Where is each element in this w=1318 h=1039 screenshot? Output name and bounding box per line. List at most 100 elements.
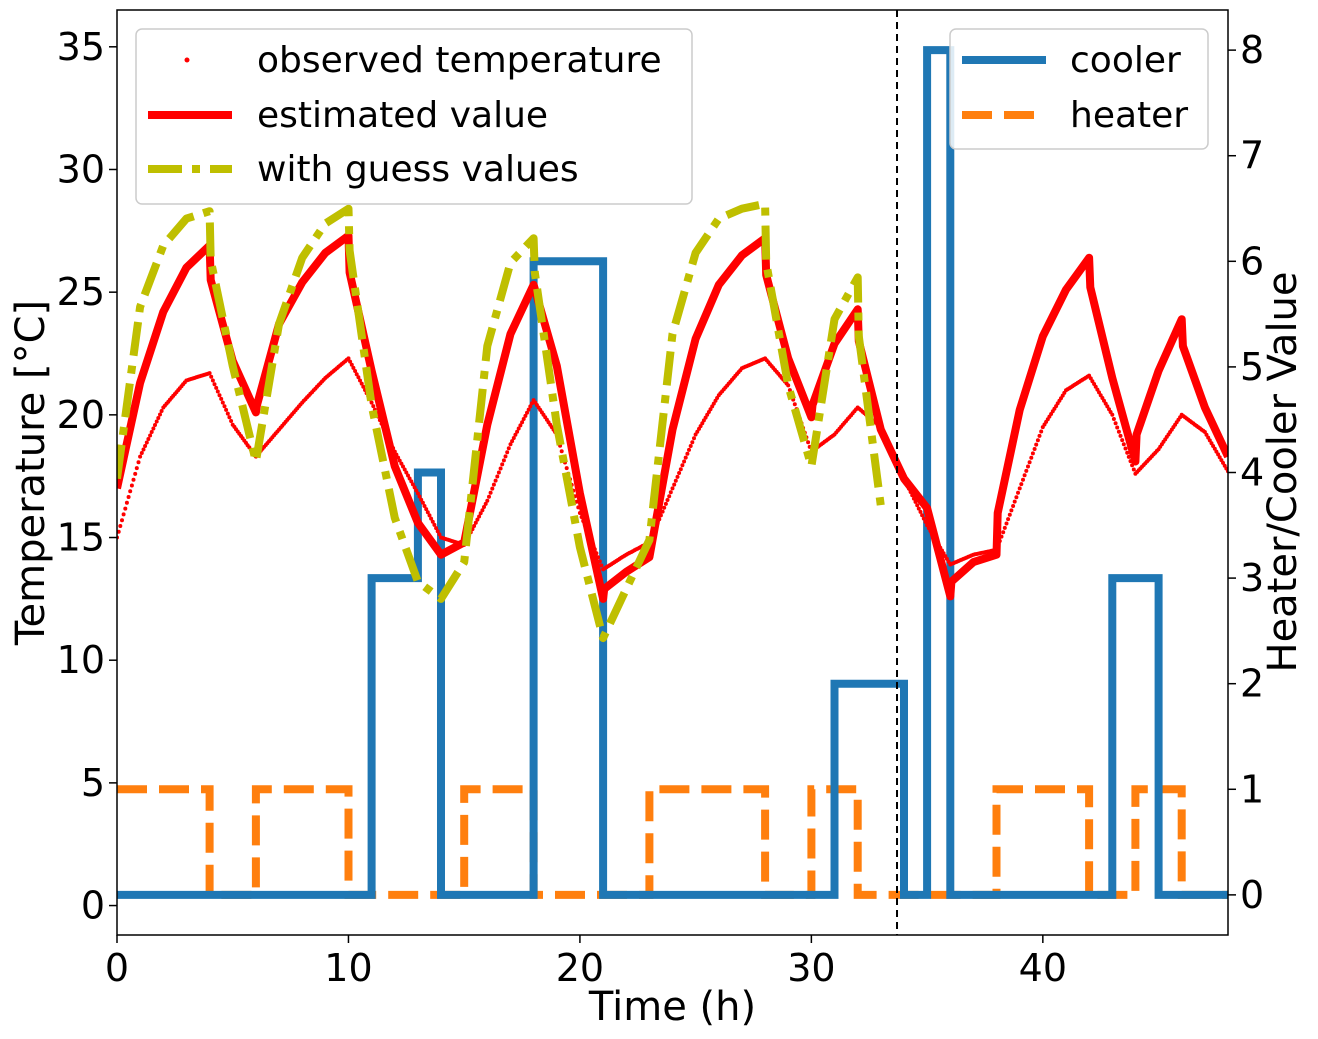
legend-right: cooler heater bbox=[949, 28, 1209, 150]
observed-point bbox=[212, 382, 217, 387]
observed-point bbox=[432, 522, 437, 527]
observed-point bbox=[229, 419, 234, 423]
observed-point bbox=[1039, 429, 1044, 434]
y-left-tick-label: 15 bbox=[57, 516, 105, 560]
observed-point bbox=[480, 508, 485, 513]
y-right-tick-label: 5 bbox=[1240, 345, 1264, 389]
observed-point bbox=[1006, 517, 1011, 522]
observed-point bbox=[516, 426, 521, 431]
observed-point bbox=[530, 401, 534, 406]
observed-point bbox=[349, 362, 354, 367]
observed-point bbox=[410, 482, 415, 487]
observed-point bbox=[505, 450, 510, 455]
legend-left: observed temperature estimated value with … bbox=[135, 28, 693, 205]
observed-point bbox=[493, 478, 498, 483]
observed-point bbox=[806, 440, 811, 445]
observed-point bbox=[425, 510, 430, 515]
legend-observed-marker bbox=[184, 57, 190, 63]
observed-point bbox=[792, 402, 797, 407]
y-left-tick-label: 0 bbox=[81, 884, 105, 928]
series-estimated-value-line bbox=[117, 231, 1228, 603]
observed-point bbox=[663, 501, 668, 506]
observed-point bbox=[402, 467, 407, 472]
y-right-tick-label: 3 bbox=[1240, 556, 1264, 600]
observed-point bbox=[478, 511, 483, 516]
observed-point bbox=[1113, 421, 1118, 426]
observed-point bbox=[1011, 504, 1016, 508]
observed-point bbox=[786, 383, 791, 388]
observed-point bbox=[139, 451, 144, 455]
observed-point bbox=[209, 374, 214, 379]
y-right-tick-label: 1 bbox=[1240, 767, 1264, 811]
x-axis-label: Time (h) bbox=[588, 984, 756, 1030]
observed-point bbox=[346, 356, 351, 361]
x-tick-label: 20 bbox=[556, 946, 604, 990]
observed-point bbox=[1125, 450, 1130, 455]
observed-point bbox=[1029, 455, 1034, 460]
observed-point bbox=[500, 462, 505, 467]
observed-point bbox=[430, 519, 435, 524]
legend-left-label: estimated value bbox=[257, 95, 548, 136]
observed-point bbox=[487, 494, 491, 499]
observed-point bbox=[354, 372, 359, 377]
observed-point bbox=[511, 436, 516, 440]
observed-point bbox=[508, 442, 513, 447]
observed-point bbox=[1116, 429, 1121, 434]
y-axis-right-label: Heater/Cooler Value bbox=[1260, 271, 1306, 672]
observed-point bbox=[434, 526, 439, 531]
observed-point bbox=[151, 426, 156, 431]
y-left-tick-label: 30 bbox=[57, 147, 105, 191]
observed-point bbox=[1037, 433, 1042, 438]
observed-point bbox=[397, 458, 402, 463]
observed-point bbox=[217, 393, 222, 398]
observed-point bbox=[685, 451, 690, 456]
observed-point bbox=[485, 498, 490, 503]
observed-point bbox=[1016, 490, 1020, 495]
observed-point bbox=[134, 466, 139, 471]
observed-point bbox=[129, 483, 134, 488]
y-right-tick-label: 8 bbox=[1240, 28, 1264, 72]
observed-point bbox=[1224, 466, 1228, 471]
observed-point bbox=[422, 504, 427, 508]
observed-point bbox=[154, 419, 159, 424]
observed-point bbox=[682, 459, 687, 464]
observed-point bbox=[677, 471, 682, 475]
observed-point bbox=[371, 404, 376, 409]
legend-right-label: cooler bbox=[1070, 40, 1181, 81]
observed-point bbox=[1022, 473, 1027, 478]
observed-point bbox=[435, 529, 440, 534]
observed-point bbox=[670, 486, 675, 491]
observed-point bbox=[491, 482, 496, 487]
observed-point bbox=[409, 479, 414, 484]
series-group bbox=[117, 10, 1228, 935]
observed-point bbox=[673, 478, 678, 483]
y-right-tick-label: 0 bbox=[1240, 873, 1264, 917]
observed-point bbox=[143, 444, 148, 448]
observed-point bbox=[506, 446, 511, 451]
observed-point bbox=[518, 423, 523, 428]
observed-point bbox=[918, 509, 923, 514]
observed-point bbox=[473, 520, 478, 525]
observed-point bbox=[1019, 482, 1024, 487]
observed-point bbox=[429, 516, 434, 521]
observed-point bbox=[787, 388, 792, 393]
observed-point bbox=[921, 516, 926, 521]
observed-point bbox=[1001, 530, 1006, 535]
observed-point bbox=[523, 413, 528, 418]
x-tick-label: 0 bbox=[105, 946, 129, 990]
observed-point bbox=[662, 505, 667, 510]
observed-point bbox=[207, 371, 212, 376]
observed-point bbox=[1035, 438, 1040, 443]
observed-point bbox=[159, 409, 164, 413]
observed-point bbox=[1024, 468, 1029, 473]
observed-point bbox=[424, 507, 429, 512]
observed-point bbox=[136, 460, 141, 465]
observed-point bbox=[498, 466, 503, 471]
y-right-tick-label: 7 bbox=[1240, 134, 1264, 178]
observed-point bbox=[1027, 460, 1032, 465]
y-right-tick-label: 2 bbox=[1240, 662, 1264, 706]
observed-point bbox=[521, 417, 526, 421]
observed-point bbox=[490, 486, 495, 491]
y-left-tick-label: 35 bbox=[57, 25, 105, 69]
